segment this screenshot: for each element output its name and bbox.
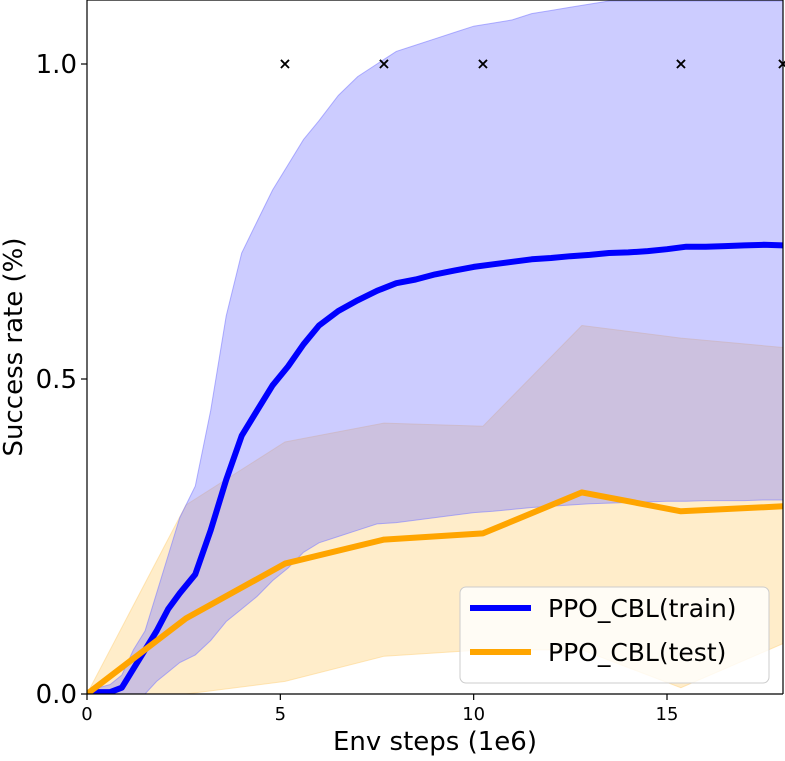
x-tick-label: 15	[656, 704, 679, 725]
marker-x: ×	[278, 54, 291, 73]
band-train	[87, 0, 783, 694]
legend: PPO_CBL(train) PPO_CBL(test)	[459, 586, 770, 684]
series-line-test	[87, 489, 783, 694]
legend-label-test: PPO_CBL(test)	[548, 638, 726, 667]
legend-label-train: PPO_CBL(train)	[548, 594, 737, 623]
marker-x: ×	[776, 54, 785, 73]
y-axis-label: Success rate (%)	[0, 238, 29, 457]
y-tick-label: 0.5	[36, 365, 77, 395]
x-axis-label: Env steps (1e6)	[333, 727, 537, 757]
markers: × × × × ×	[278, 54, 785, 73]
x-tick-label: 5	[275, 704, 286, 725]
axes: 0 5 10 15 0.0 0.5 1.0	[36, 0, 784, 725]
marker-x: ×	[476, 54, 489, 73]
x-tick-label: 0	[81, 704, 92, 725]
y-tick-label: 1.0	[36, 50, 77, 80]
y-tick-label: 0.0	[36, 680, 77, 710]
x-tick-label: 10	[462, 704, 485, 725]
series-line-train	[87, 241, 783, 694]
marker-x: ×	[674, 54, 687, 73]
series-lines	[87, 241, 783, 694]
marker-x: ×	[377, 54, 390, 73]
legend-box	[459, 586, 770, 684]
